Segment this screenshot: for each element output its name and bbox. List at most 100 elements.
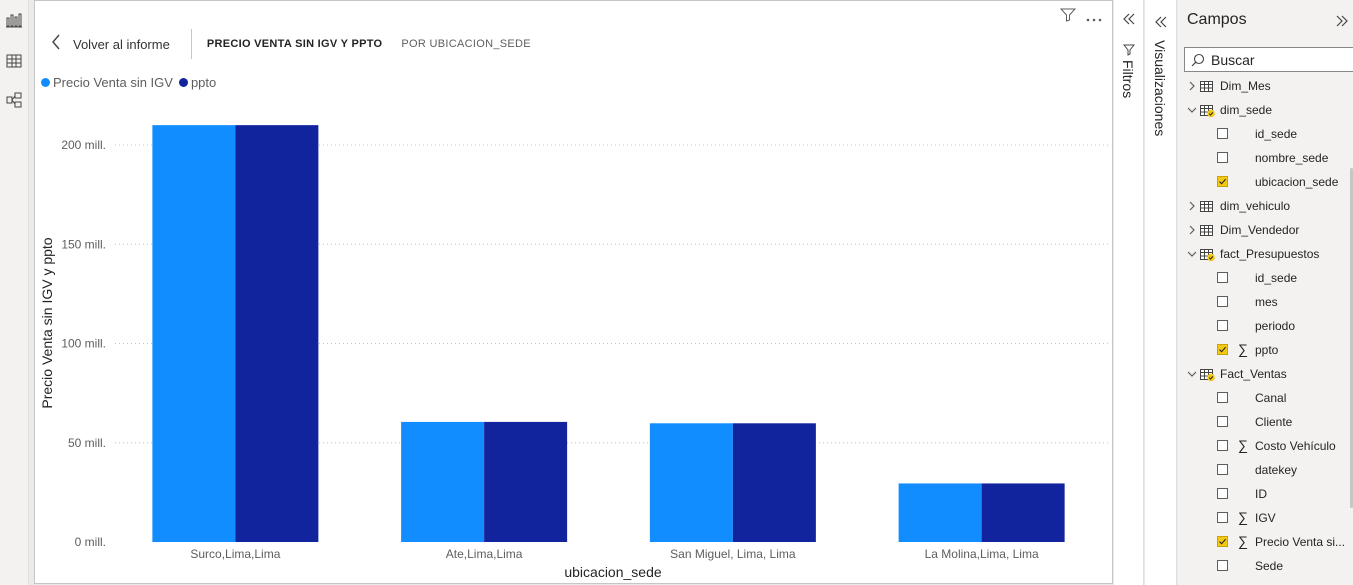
search-input[interactable] xyxy=(1211,51,1351,68)
bar-ppto[interactable] xyxy=(981,483,1065,542)
field-row-costo-veh-culo[interactable]: ∑ Costo Vehículo xyxy=(1178,434,1353,458)
fields-search-box[interactable] xyxy=(1184,47,1353,72)
visual-header-icons xyxy=(1059,7,1102,26)
table-icon xyxy=(1200,104,1216,121)
sigma-icon: ∑ xyxy=(1238,341,1248,357)
legend-dot-ppto xyxy=(178,78,188,87)
field-checkbox[interactable] xyxy=(1217,536,1228,547)
table-label: dim_sede xyxy=(1220,103,1273,117)
field-label: mes xyxy=(1255,295,1278,309)
filters-pane[interactable]: Filtros xyxy=(1114,0,1144,585)
field-label: datekey xyxy=(1255,463,1298,477)
chevron-down-icon[interactable] xyxy=(1187,368,1197,382)
table-label: fact_Presupuestos xyxy=(1220,247,1320,261)
fields-pane-title: Campos xyxy=(1187,11,1247,28)
fields-pane: Campos Dim_Mes dim_sede id_sede nombre_sede… xyxy=(1178,0,1353,585)
table-row-dim-vehiculo[interactable]: dim_vehiculo xyxy=(1178,194,1353,218)
chevron-left-icon xyxy=(51,34,61,54)
table-row-fact-presupuestos[interactable]: fact_Presupuestos xyxy=(1178,242,1353,266)
field-checkbox[interactable] xyxy=(1217,560,1228,571)
field-checkbox[interactable] xyxy=(1217,344,1228,355)
bar-ppto[interactable] xyxy=(732,423,816,542)
report-view-icon[interactable] xyxy=(5,11,23,29)
left-nav xyxy=(0,0,29,585)
field-row-ubicacion-sede[interactable]: ubicacion_sede xyxy=(1178,170,1353,194)
legend-item-precio[interactable]: Precio Venta sin IGV xyxy=(41,75,173,90)
field-row-precio-venta-si[interactable]: ∑ Precio Venta si... xyxy=(1178,530,1353,554)
collapse-fields-icon[interactable] xyxy=(1336,12,1348,31)
table-label: dim_vehiculo xyxy=(1220,199,1291,213)
field-row-canal[interactable]: Canal xyxy=(1178,386,1353,410)
field-row-mes[interactable]: mes xyxy=(1178,290,1353,314)
table-icon xyxy=(1200,200,1216,217)
field-checkbox[interactable] xyxy=(1217,272,1228,283)
field-row-periodo[interactable]: periodo xyxy=(1178,314,1353,338)
table-row-dim-mes[interactable]: Dim_Mes xyxy=(1178,74,1353,98)
table-row-fact-ventas[interactable]: Fact_Ventas xyxy=(1178,362,1353,386)
more-options-icon[interactable] xyxy=(1086,7,1102,26)
bar-ppto[interactable] xyxy=(235,125,319,543)
field-label: ID xyxy=(1255,487,1267,501)
data-view-icon[interactable] xyxy=(5,52,23,70)
field-row-cliente[interactable]: Cliente xyxy=(1178,410,1353,434)
sigma-icon: ∑ xyxy=(1238,437,1248,453)
collapse-visualizations-icon[interactable] xyxy=(1155,13,1167,32)
field-checkbox[interactable] xyxy=(1217,464,1228,475)
field-checkbox[interactable] xyxy=(1217,392,1228,403)
chevron-right-icon[interactable] xyxy=(1187,80,1197,94)
field-row-nombre-sede[interactable]: nombre_sede xyxy=(1178,146,1353,170)
chevron-right-icon[interactable] xyxy=(1187,200,1197,214)
sigma-icon: ∑ xyxy=(1238,533,1248,549)
legend-label-ppto: ppto xyxy=(190,75,217,90)
table-label: Fact_Ventas xyxy=(1220,367,1287,381)
table-label: Dim_Mes xyxy=(1220,79,1271,93)
field-row-id-sede[interactable]: id_sede xyxy=(1178,266,1353,290)
legend-item-ppto[interactable]: ppto xyxy=(178,75,217,90)
field-row-sede[interactable]: Sede xyxy=(1178,554,1353,578)
y-tick-label: 150 mill. xyxy=(61,237,106,251)
field-checkbox[interactable] xyxy=(1217,320,1228,331)
fields-scrollbar[interactable] xyxy=(1350,168,1353,508)
field-row-id-sede[interactable]: id_sede xyxy=(1178,122,1353,146)
model-view-icon[interactable] xyxy=(5,91,23,109)
table-row-dim-vendedor[interactable]: Dim_Vendedor xyxy=(1178,218,1353,242)
table-row-dim-sede[interactable]: dim_sede xyxy=(1178,98,1353,122)
field-checkbox[interactable] xyxy=(1217,296,1228,307)
chevron-down-icon[interactable] xyxy=(1187,104,1197,118)
bar-chart: 0 mill. 50 mill. 100 mill. 150 mill. 200 mil… xyxy=(39,125,1110,580)
filter-icon[interactable] xyxy=(1059,7,1077,26)
field-checkbox[interactable] xyxy=(1217,152,1228,163)
collapse-filters-icon[interactable] xyxy=(1123,10,1135,29)
field-label: id_sede xyxy=(1255,127,1298,141)
legend-label-precio: Precio Venta sin IGV xyxy=(53,75,173,90)
drillthrough-header: Volver al informe PRECIO VENTA SIN IGV Y… xyxy=(35,29,1112,59)
field-row-datekey[interactable]: datekey xyxy=(1178,458,1353,482)
legend-dot-precio xyxy=(41,78,50,87)
field-checkbox[interactable] xyxy=(1217,440,1228,451)
bar-precio[interactable] xyxy=(401,421,485,542)
table-icon xyxy=(1200,248,1216,265)
visual-subtitle: POR UBICACION_SEDE xyxy=(401,38,531,50)
field-checkbox[interactable] xyxy=(1217,128,1228,139)
field-row-id[interactable]: ID xyxy=(1178,482,1353,506)
field-checkbox[interactable] xyxy=(1217,512,1228,523)
field-label: Cliente xyxy=(1255,415,1293,429)
visual-title: PRECIO VENTA SIN IGV Y PPTO xyxy=(206,38,383,50)
chevron-right-icon[interactable] xyxy=(1187,224,1197,238)
bar-precio[interactable] xyxy=(649,423,733,542)
x-tick-label: Ate,Lima,Lima xyxy=(446,547,523,561)
visualizations-pane[interactable]: Visualizaciones xyxy=(1145,0,1177,585)
back-to-report-button[interactable]: Volver al informe xyxy=(51,34,170,54)
bar-precio[interactable] xyxy=(898,483,982,542)
field-row-ppto[interactable]: ∑ ppto xyxy=(1178,338,1353,362)
field-row-igv[interactable]: ∑ IGV xyxy=(1178,506,1353,530)
chevron-down-icon[interactable] xyxy=(1187,248,1197,262)
field-checkbox[interactable] xyxy=(1217,176,1228,187)
field-checkbox[interactable] xyxy=(1217,488,1228,499)
bar-precio[interactable] xyxy=(152,125,236,543)
table-icon xyxy=(1200,224,1216,241)
field-checkbox[interactable] xyxy=(1217,416,1228,427)
field-label: Precio Venta si... xyxy=(1255,535,1346,549)
bar-ppto[interactable] xyxy=(484,421,568,542)
